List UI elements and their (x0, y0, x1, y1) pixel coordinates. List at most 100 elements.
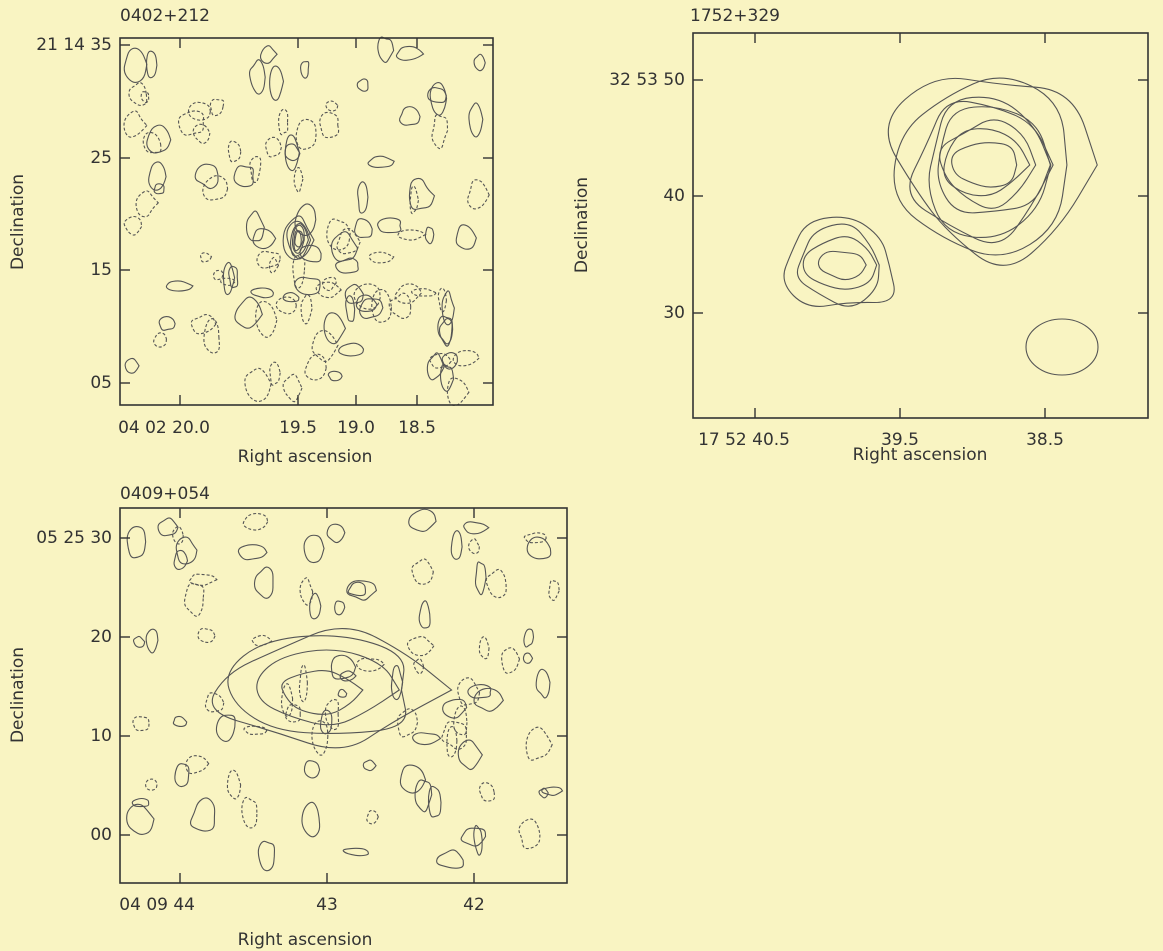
contour (427, 785, 442, 818)
y-tick-label: 20 (90, 627, 112, 647)
contour (478, 782, 496, 802)
contour (293, 167, 304, 193)
contour (253, 566, 274, 599)
contour (303, 534, 325, 564)
y-tick-label: 00 (90, 825, 112, 845)
contour (197, 627, 216, 643)
contour (525, 726, 553, 761)
contour (409, 185, 420, 215)
contour (526, 536, 552, 560)
contour (377, 217, 402, 234)
contour (148, 161, 167, 191)
contour (330, 654, 357, 680)
contour (173, 549, 189, 571)
contour (165, 280, 194, 292)
contour (436, 849, 464, 869)
contour (251, 634, 273, 647)
contour (301, 801, 321, 838)
contour (123, 47, 148, 83)
contour (268, 256, 280, 274)
contour (336, 227, 361, 255)
contour (135, 190, 160, 218)
contour (202, 175, 229, 201)
contour (501, 647, 521, 674)
contour (298, 664, 308, 703)
beam (1025, 318, 1099, 376)
contour (211, 628, 453, 749)
contour (338, 342, 365, 357)
contour (439, 363, 455, 392)
contour (242, 512, 269, 531)
contour (388, 292, 412, 319)
contour (194, 163, 219, 190)
contour (294, 276, 321, 296)
contour (424, 226, 435, 245)
contour (123, 215, 143, 236)
contour (158, 316, 176, 331)
contour (145, 628, 159, 654)
contour (535, 668, 551, 699)
contour (411, 558, 434, 585)
contour (468, 538, 480, 555)
contour (817, 250, 867, 281)
contours (126, 508, 564, 872)
contour (523, 628, 535, 648)
y-tick-label: 32 53 50 (609, 70, 685, 90)
x-tick-label: 39.5 (881, 430, 919, 450)
contour (319, 111, 340, 139)
y-tick-label: 05 25 30 (36, 528, 112, 548)
contour (286, 220, 312, 260)
contour (473, 53, 486, 72)
contour (172, 525, 184, 545)
contour (802, 236, 878, 290)
contour (126, 526, 147, 559)
contour (303, 760, 321, 779)
y-tick-label: 10 (90, 726, 112, 746)
contour (337, 688, 348, 698)
y-tick-label: 40 (663, 186, 685, 206)
x-tick-label: 19.5 (279, 418, 317, 438)
contour (437, 315, 454, 345)
plot-frame (119, 507, 568, 884)
contour (453, 705, 468, 736)
contour (140, 91, 150, 104)
contour (226, 769, 242, 800)
contour (446, 725, 458, 758)
contour (371, 289, 393, 323)
y-axis-label: Declination (8, 647, 28, 743)
contour (548, 579, 560, 601)
contour (355, 294, 378, 312)
contour (323, 312, 347, 345)
x-tick-label: 38.5 (1026, 430, 1064, 450)
contour (245, 210, 265, 242)
contour (153, 183, 165, 195)
contour (324, 698, 340, 731)
plot-frame (119, 37, 494, 406)
contour (893, 77, 1068, 256)
contour (390, 664, 404, 701)
contour (252, 228, 277, 250)
y-tick-label: 15 (90, 260, 112, 280)
contour (190, 314, 217, 335)
contour (199, 252, 213, 263)
x-tick-label: 17 52 40.5 (698, 430, 790, 450)
contour (257, 840, 276, 872)
contour (377, 36, 395, 63)
y-axis-label: Declination (572, 177, 592, 273)
x-tick-label: 04 02 20.0 (118, 418, 210, 438)
contour (311, 720, 329, 756)
plot-frame (692, 32, 1149, 419)
contour (928, 96, 1052, 238)
x-tick-label: 19.0 (337, 418, 375, 438)
y-tick-label: 25 (90, 148, 112, 168)
panel: 1752+329 Right ascension Declination 17 52 … (572, 6, 1149, 465)
contour (335, 257, 359, 274)
contour (255, 300, 278, 338)
contour (227, 140, 242, 163)
contour (399, 106, 421, 126)
contour (295, 118, 317, 150)
contour (183, 583, 205, 617)
contour (175, 536, 198, 565)
contour (146, 124, 172, 154)
